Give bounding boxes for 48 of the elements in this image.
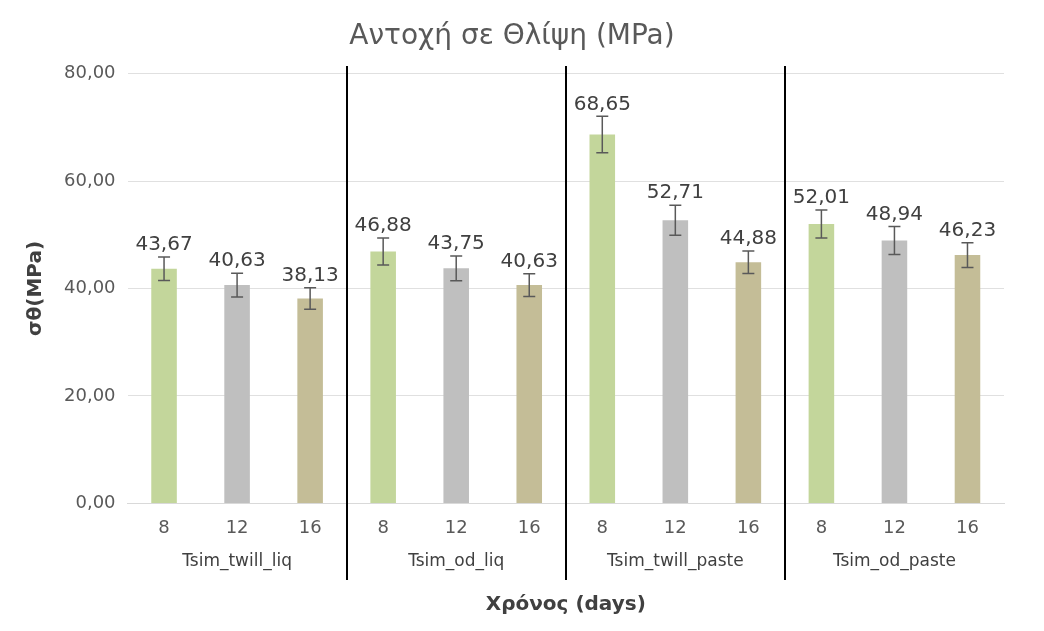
x-tick-label: 12 [444, 515, 468, 537]
chart-title: Αντοχή σε Θλίψη (MPa) [349, 18, 675, 52]
x-tick-label: 12 [882, 515, 906, 537]
x-tick-label: 12 [225, 515, 249, 537]
bar [808, 223, 835, 503]
bar [297, 298, 323, 503]
y-tick-label: 80,00 [64, 61, 116, 83]
x-tick-label: 16 [956, 515, 979, 537]
data-label: 68,65 [573, 90, 631, 115]
bar [954, 255, 981, 503]
data-label: 40,63 [500, 248, 558, 273]
y-tick-label: 60,00 [64, 168, 116, 190]
bar [224, 285, 250, 503]
data-label: 46,88 [354, 212, 412, 237]
bar [370, 251, 396, 503]
x-tick-label: 8 [815, 515, 828, 537]
bar [881, 240, 908, 503]
bar [662, 220, 689, 503]
x-tick-label: 8 [158, 515, 170, 537]
data-label: 52,01 [792, 184, 851, 209]
data-label: 52,71 [646, 179, 704, 204]
y-axis-title: σθ(MPa) [22, 240, 47, 337]
bar [443, 268, 469, 503]
data-label: 38,13 [281, 262, 339, 286]
data-label: 40,63 [208, 247, 266, 272]
bar [589, 134, 616, 503]
bar [735, 262, 762, 503]
x-tick-label: 8 [377, 515, 389, 537]
x-tick-label: 16 [517, 515, 541, 537]
bar [151, 268, 177, 503]
x-axis-title: Χρόνος (days) [485, 591, 646, 616]
text: Tsim_twill_liq [181, 550, 292, 572]
text: Tsim_od_liq [407, 550, 505, 572]
data-label: 43,75 [427, 230, 485, 255]
data-label: 46,23 [938, 216, 997, 241]
bar [516, 285, 543, 503]
text: Tsim_twill_paste [606, 550, 744, 572]
x-tick-label: 12 [663, 515, 687, 537]
y-tick-label: 0,00 [75, 491, 116, 513]
x-tick-label: 16 [736, 515, 760, 537]
text: Tsim_od_paste [831, 550, 956, 572]
x-tick-label: 8 [596, 515, 609, 537]
y-tick-label: 20,00 [64, 383, 116, 405]
data-label: 43,67 [135, 231, 193, 256]
x-tick-label: 16 [298, 515, 322, 537]
y-tick-label: 40,00 [64, 276, 116, 298]
data-label: 44,88 [719, 225, 777, 250]
data-label: 48,94 [865, 200, 924, 225]
